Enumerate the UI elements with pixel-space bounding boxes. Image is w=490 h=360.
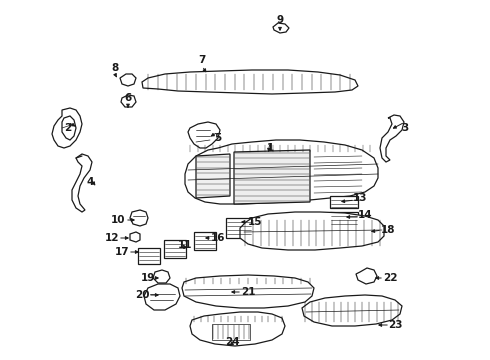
Polygon shape [120, 74, 136, 86]
Bar [194, 232, 216, 250]
Polygon shape [142, 70, 358, 94]
Bar [138, 248, 160, 264]
Text: 8: 8 [111, 63, 119, 73]
Polygon shape [240, 212, 384, 250]
Polygon shape [62, 116, 76, 140]
Text: 14: 14 [358, 210, 372, 220]
Polygon shape [130, 232, 140, 242]
Polygon shape [188, 122, 220, 148]
Text: 9: 9 [276, 15, 284, 25]
Polygon shape [121, 95, 136, 107]
Polygon shape [356, 268, 377, 284]
Text: 5: 5 [215, 133, 221, 143]
Bar [212, 324, 250, 340]
Text: 17: 17 [115, 247, 129, 257]
Polygon shape [273, 23, 289, 33]
Text: 7: 7 [198, 55, 206, 65]
Text: 15: 15 [248, 217, 262, 227]
Text: 18: 18 [381, 225, 395, 235]
Text: 4: 4 [86, 177, 94, 187]
Text: 21: 21 [241, 287, 255, 297]
Text: 16: 16 [211, 233, 225, 243]
Text: 23: 23 [388, 320, 402, 330]
Text: 19: 19 [141, 273, 155, 283]
Polygon shape [182, 275, 314, 308]
Polygon shape [144, 284, 180, 310]
Text: 6: 6 [124, 93, 132, 103]
Text: 10: 10 [111, 215, 125, 225]
Text: 20: 20 [135, 290, 149, 300]
Text: 13: 13 [353, 193, 367, 203]
Polygon shape [196, 154, 230, 198]
Polygon shape [190, 312, 285, 346]
Bar [330, 212, 358, 226]
Polygon shape [185, 140, 378, 204]
Text: 2: 2 [64, 123, 72, 133]
Polygon shape [72, 154, 92, 212]
Bar [330, 196, 358, 208]
Polygon shape [380, 115, 404, 162]
Polygon shape [130, 210, 148, 226]
Polygon shape [52, 108, 82, 148]
Bar [164, 240, 186, 258]
Polygon shape [234, 150, 310, 204]
Text: 12: 12 [105, 233, 119, 243]
Text: 3: 3 [401, 123, 409, 133]
Polygon shape [302, 295, 402, 326]
Text: 22: 22 [383, 273, 397, 283]
Text: 1: 1 [267, 143, 273, 153]
Text: 11: 11 [178, 240, 192, 250]
Bar [226, 218, 252, 238]
Text: 24: 24 [225, 337, 239, 347]
Polygon shape [153, 270, 170, 283]
